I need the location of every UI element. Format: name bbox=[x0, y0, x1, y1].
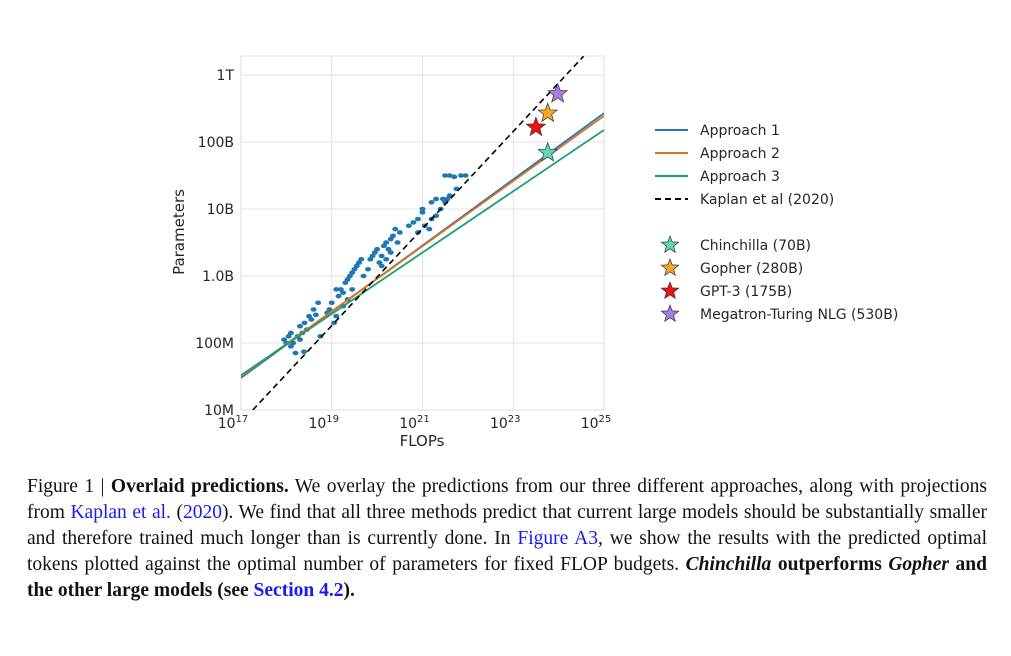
scatter-point bbox=[365, 267, 372, 272]
y-tick-label: 10B bbox=[207, 202, 234, 218]
caption-text: ). bbox=[343, 580, 355, 601]
link-section-4-2[interactable]: Section 4.2 bbox=[253, 580, 344, 601]
scatter-point bbox=[383, 256, 390, 262]
scatter-point bbox=[360, 273, 367, 279]
scatter-point bbox=[328, 300, 335, 306]
scatter-point bbox=[446, 173, 453, 178]
caption-gopher: Gopher bbox=[888, 554, 949, 575]
scatter-point bbox=[419, 210, 426, 215]
y-axis-label: Parameters bbox=[170, 189, 188, 275]
x-tick-label: 1023 bbox=[490, 414, 521, 432]
scatter-point bbox=[433, 196, 440, 202]
scatter-point bbox=[340, 290, 347, 296]
caption-text: We overlay the predictions from our thre… bbox=[27, 476, 987, 523]
x-tick-label: 1025 bbox=[581, 414, 612, 432]
scatter-point bbox=[315, 300, 322, 306]
star-icon bbox=[537, 141, 559, 162]
x-ticks: 1017 1019 1021 1023 1025 bbox=[218, 414, 612, 432]
scatter-point bbox=[292, 350, 299, 356]
caption-chinchilla: Chinchilla bbox=[685, 554, 772, 575]
scatter-point bbox=[335, 293, 342, 299]
y-tick-label: 1.0B bbox=[202, 269, 234, 285]
scatter-point bbox=[333, 287, 340, 292]
y-tick-label: 100M bbox=[195, 336, 234, 352]
scatter-point bbox=[392, 226, 399, 232]
caption-text: , we show the results with the predicted… bbox=[27, 528, 987, 575]
scatter-point bbox=[419, 206, 426, 212]
chart: 1017 1019 1021 1023 1025 10M100M1.0B10B100B1… bbox=[170, 55, 898, 450]
scatter-point bbox=[390, 233, 397, 239]
x-tick-label: 1019 bbox=[308, 414, 339, 432]
scatter-point bbox=[287, 330, 294, 336]
scatter-point bbox=[296, 323, 303, 329]
scatter-point bbox=[358, 256, 365, 262]
scatter-point bbox=[296, 337, 303, 342]
scatter-point bbox=[310, 307, 317, 312]
caption-title: Overlaid predictions. bbox=[110, 476, 289, 497]
y-tick-label: 1T bbox=[217, 68, 235, 84]
y-tick-label: 10M bbox=[204, 403, 234, 419]
legend: Approach 1 Approach 2 Approach 3 Kaplan et … bbox=[655, 123, 898, 323]
scatter-point bbox=[458, 173, 465, 178]
star-icon bbox=[537, 102, 559, 123]
legend-label: Approach 2 bbox=[700, 146, 780, 162]
scatter-point bbox=[426, 226, 433, 232]
scatter-point bbox=[405, 223, 412, 229]
scatter-point bbox=[439, 196, 446, 202]
scatter-point bbox=[333, 313, 340, 319]
scatter-point bbox=[308, 317, 315, 322]
legend-label: Gopher (280B) bbox=[700, 261, 803, 277]
x-axis-label: FLOPs bbox=[400, 432, 445, 450]
scatter-point bbox=[451, 174, 458, 180]
line-kaplan-et-al-2020- bbox=[252, 56, 585, 410]
scatter-point bbox=[444, 196, 451, 202]
link-kaplan-year[interactable]: 2020 bbox=[182, 502, 222, 523]
legend-label: Approach 3 bbox=[700, 169, 780, 185]
legend-label: Kaplan et al (2020) bbox=[700, 192, 834, 208]
caption-text: and the other large models (see bbox=[27, 554, 987, 601]
scatter-point bbox=[378, 253, 385, 259]
scatter-point bbox=[396, 230, 403, 235]
legend-label: GPT-3 (175B) bbox=[700, 284, 792, 300]
figure-label: Figure 1 | bbox=[27, 476, 111, 497]
link-figure-a3[interactable]: Figure A3 bbox=[517, 528, 598, 549]
link-kaplan[interactable]: Kaplan et al. bbox=[70, 502, 171, 523]
scatter-point bbox=[301, 320, 308, 326]
scatter-point bbox=[428, 200, 435, 205]
legend-label: Chinchilla (70B) bbox=[700, 238, 811, 254]
caption-text: outperforms bbox=[771, 554, 889, 575]
legend-label: Approach 1 bbox=[700, 123, 780, 139]
legend-star-icon bbox=[660, 303, 680, 323]
scatter-point bbox=[383, 240, 390, 245]
scatter-point bbox=[378, 263, 385, 269]
scatter-point bbox=[442, 173, 449, 178]
y-tick-label: 100B bbox=[198, 135, 234, 151]
plot-frame bbox=[240, 55, 605, 411]
caption-text: ( bbox=[170, 502, 183, 523]
legend-label: Megatron-Turing NLG (530B) bbox=[700, 307, 898, 323]
scatter-point bbox=[394, 240, 401, 245]
caption-text: ). We find that all three methods predic… bbox=[27, 502, 987, 549]
line-approach-3 bbox=[241, 129, 604, 376]
scatter-point bbox=[374, 246, 381, 252]
scatter-point bbox=[387, 250, 394, 255]
star-icon bbox=[525, 116, 547, 137]
figure-caption: Figure 1 | Overlaid predictions. We over… bbox=[27, 474, 987, 604]
star-icon bbox=[547, 82, 569, 103]
legend-star-icon bbox=[660, 280, 680, 300]
y-ticks: 10M 100M 1.0B 10B 100B 1T bbox=[195, 68, 234, 419]
scatter-point bbox=[414, 216, 421, 222]
scatter-point bbox=[462, 173, 469, 178]
model-stars bbox=[525, 82, 569, 162]
scatter-point bbox=[349, 287, 356, 292]
scatter-point bbox=[433, 213, 440, 218]
legend-star-icon bbox=[660, 257, 680, 277]
scatter-point bbox=[326, 307, 333, 312]
scatter-point bbox=[312, 312, 319, 318]
scatter-point bbox=[410, 220, 417, 225]
scatter-point bbox=[301, 349, 308, 355]
x-tick-label: 1021 bbox=[399, 414, 430, 432]
legend-star-icon bbox=[660, 234, 680, 254]
